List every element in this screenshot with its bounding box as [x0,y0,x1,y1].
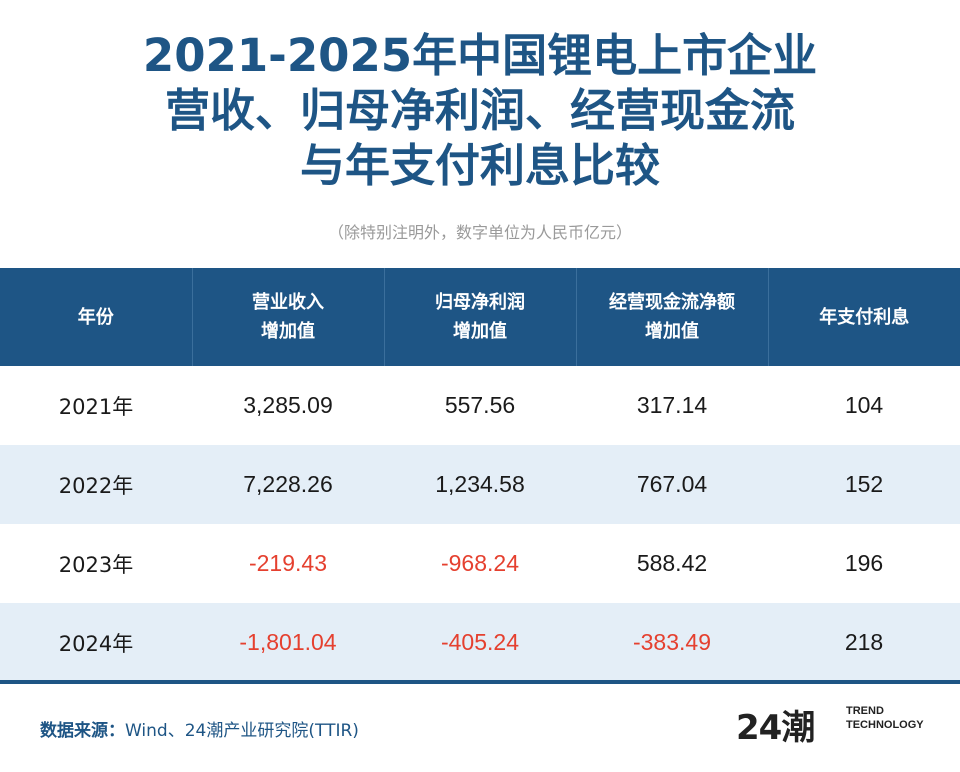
cell-year: 2021年 [58,394,134,419]
cell-cash-flow: 317.14 [636,392,708,418]
cell-revenue: -219.43 [248,550,327,576]
cell-net-profit: 557.56 [444,392,516,418]
cell-interest: 152 [768,445,960,524]
cell-interest: 104 [844,392,884,418]
cell-year: 2024年 [0,603,192,682]
cell-interest: 218 [768,603,960,682]
cell-interest: 196 [844,550,884,576]
table-row: 2021年 3,285.09 557.56 317.14 104 [0,366,960,445]
source-note: 数据来源：Wind、24潮产业研究院(TTIR) [40,716,359,741]
header-cash-flow: 经营现金流净额 增加值 [576,268,769,366]
logo-mark: 24潮 [736,708,815,748]
cell-cash-flow: -383.49 [576,603,768,682]
cell-revenue: -1,801.04 [192,603,384,682]
header-interest: 年支付利息 [768,268,960,366]
brand-logo: 24潮 TREND TECHNOLOGY [736,700,936,748]
page-title: 2021-2025年中国锂电上市企业 营收、归母净利润、经营现金流 与年支付利息… [0,28,960,193]
source-text: Wind、24潮产业研究院(TTIR) [125,721,359,741]
cell-cash-flow: 767.04 [576,445,768,524]
header-year: 年份 [0,268,193,366]
table-header-row: 年份 营业收入 增加值 归母净利润 增加值 经营现金流净额 增加值 年支付利息 [0,268,960,366]
source-label: 数据来源： [40,721,125,741]
cell-year: 2023年 [58,552,134,577]
title-line-2: 营收、归母净利润、经营现金流 [164,84,795,137]
unit-note: （除特别注明外，数字单位为人民币亿元） [327,223,632,242]
table-row: 2023年 -219.43 -968.24 588.42 196 [0,524,960,603]
table-bottom-rule [0,680,960,684]
logo-wordmark: TREND TECHNOLOGY [846,705,924,731]
cell-net-profit: 1,234.58 [384,445,576,524]
cell-year: 2022年 [0,445,192,524]
cell-revenue: 3,285.09 [243,392,333,418]
title-line-3: 与年支付利息比较 [299,139,660,192]
comparison-table: 年份 营业收入 增加值 归母净利润 增加值 经营现金流净额 增加值 年支付利息 … [0,268,960,682]
table-row: 2022年 7,228.26 1,234.58 767.04 152 [0,445,960,524]
header-revenue: 营业收入 增加值 [192,268,385,366]
cell-net-profit: -405.24 [384,603,576,682]
cell-net-profit: -968.24 [440,550,519,576]
cell-cash-flow: 588.42 [636,550,708,576]
title-line-1: 2021-2025年中国锂电上市企业 [142,29,818,82]
header-net-profit: 归母净利润 增加值 [384,268,577,366]
cell-revenue: 7,228.26 [192,445,384,524]
table-row: 2024年 -1,801.04 -405.24 -383.49 218 [0,603,960,682]
